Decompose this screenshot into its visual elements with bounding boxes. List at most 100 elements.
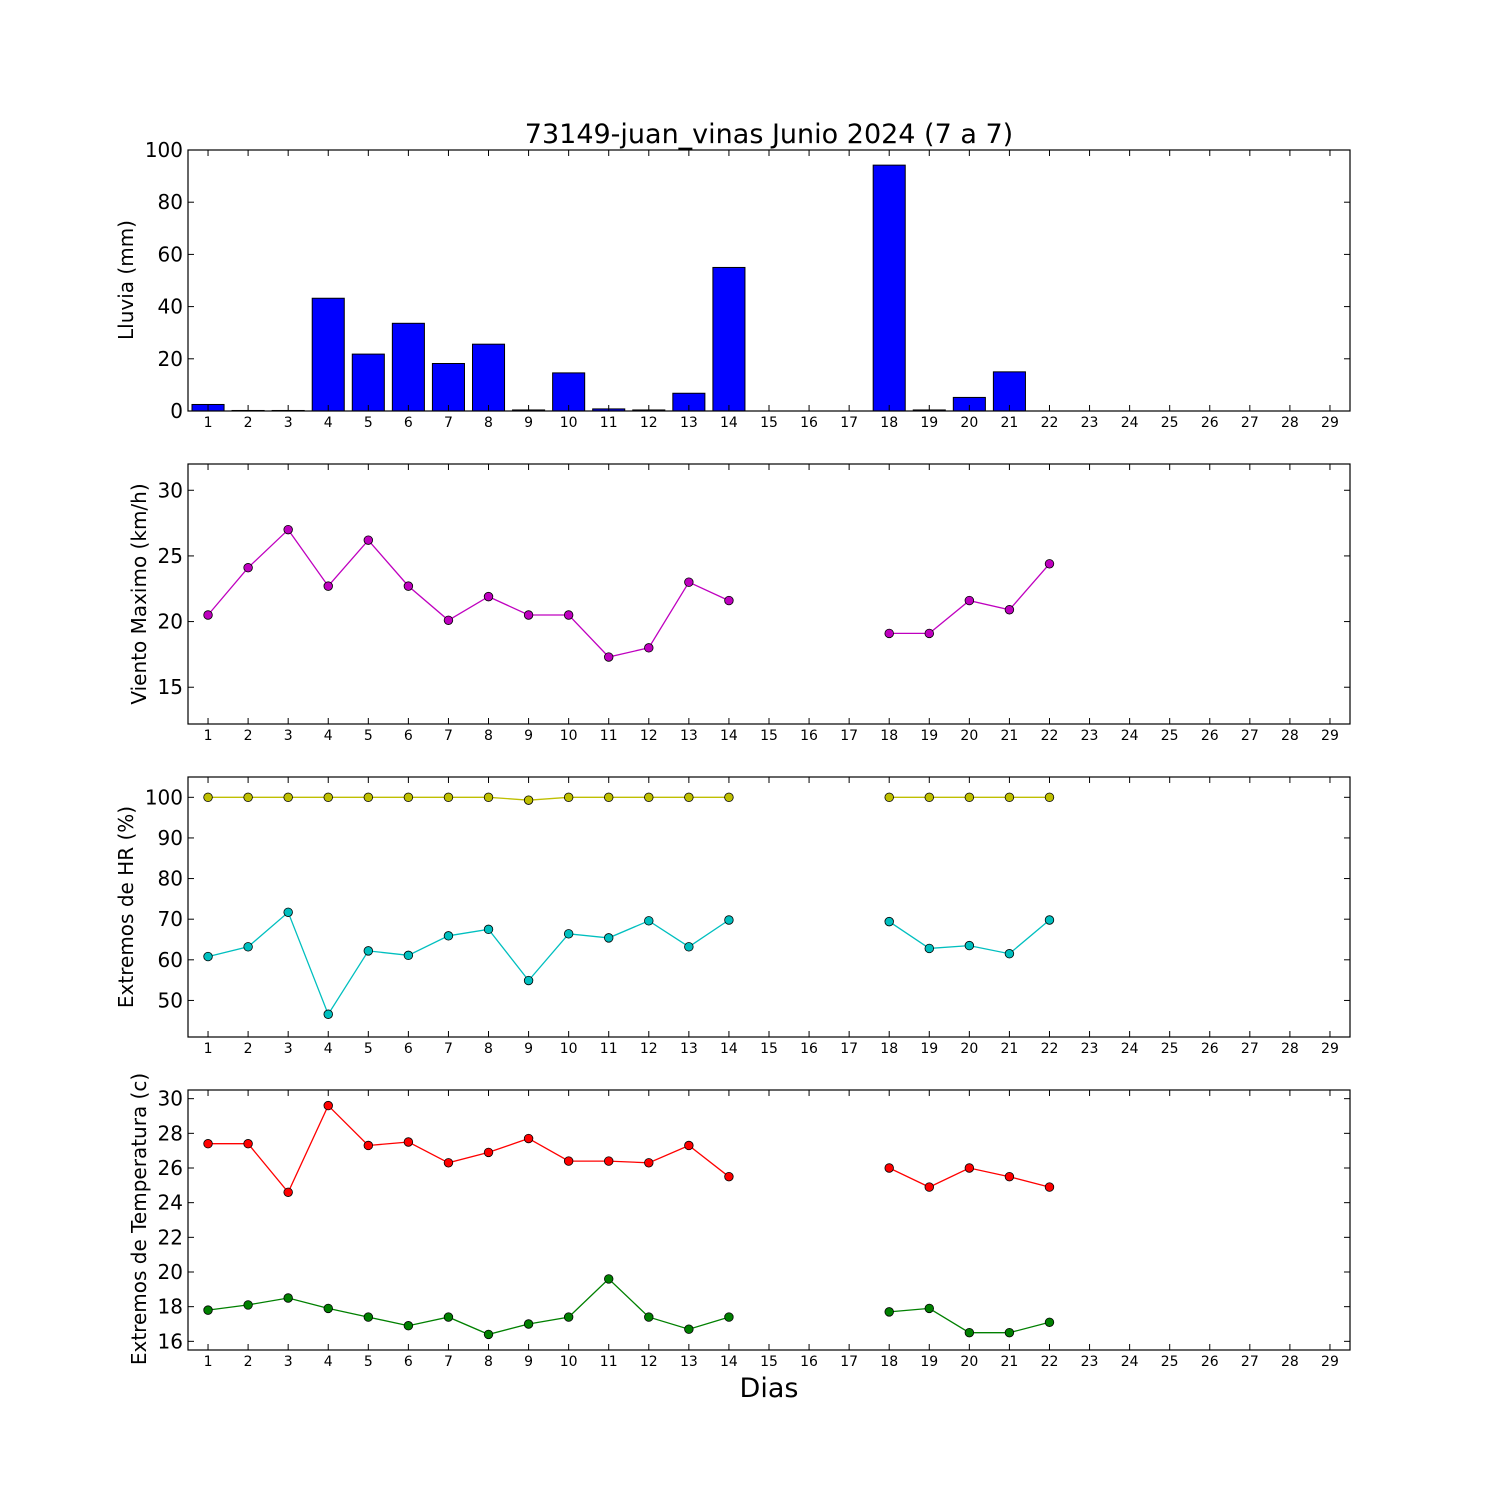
wind-y-tick-label: 15 xyxy=(158,675,183,699)
wind-series-0-point xyxy=(483,591,494,602)
wind-x-tick-label: 26 xyxy=(1201,728,1219,744)
temperature-series-0-point xyxy=(443,1158,454,1168)
wind-series-0-point xyxy=(323,581,333,591)
temperature-y-tick-label: 28 xyxy=(158,1121,183,1145)
temperature-series-1-point xyxy=(1004,1327,1015,1338)
humidity-series-1-point xyxy=(403,950,414,961)
rain-x-tick-label: 25 xyxy=(1161,415,1179,431)
rain-y-tick-label: 20 xyxy=(158,347,183,371)
temperature-series-0-point xyxy=(563,1156,574,1166)
wind-series-0-point xyxy=(684,577,694,587)
humidity-y-tick-label: 90 xyxy=(158,826,183,850)
humidity-series-1-point xyxy=(563,929,574,939)
temperature-series-1-point xyxy=(644,1312,654,1322)
humidity-x-tick-label: 13 xyxy=(680,1041,698,1057)
temperature-x-tick-label: 5 xyxy=(364,1354,373,1370)
temperature-series-0-point xyxy=(884,1163,894,1173)
humidity-series-1-point xyxy=(724,915,734,925)
temperature-x-tick-label: 20 xyxy=(960,1354,978,1370)
humidity-series-1-point xyxy=(323,1009,333,1019)
temperature-series-0-point xyxy=(403,1137,414,1147)
wind-x-tick-label: 3 xyxy=(284,728,293,744)
humidity-x-tick-label: 8 xyxy=(484,1041,493,1057)
humidity-series-0-point xyxy=(483,792,494,803)
humidity-x-tick-label: 21 xyxy=(1000,1041,1018,1057)
wind-series-0-point xyxy=(563,610,574,620)
temperature-series-0-point xyxy=(1044,1182,1055,1192)
temperature-series-0-point xyxy=(1004,1171,1015,1182)
wind-x-tick-label: 10 xyxy=(560,728,578,744)
temperature-y-tick-label: 16 xyxy=(158,1329,183,1353)
rain-x-tick-label: 11 xyxy=(600,415,618,431)
wind-series-0-point xyxy=(283,524,293,535)
temperature-x-tick-label: 11 xyxy=(600,1354,618,1370)
wind-x-tick-label: 2 xyxy=(244,728,253,744)
rain-y-tick-label: 60 xyxy=(158,242,183,266)
humidity-series-0-point xyxy=(1044,792,1055,803)
rain-bar xyxy=(351,353,385,412)
wind-x-tick-label: 19 xyxy=(920,728,938,744)
wind-series-0-line xyxy=(207,528,730,658)
temperature-x-tick-label: 9 xyxy=(524,1354,533,1370)
temperature-x-tick-label: 2 xyxy=(244,1354,253,1370)
rain-x-tick-label: 13 xyxy=(680,415,698,431)
wind-plot-area xyxy=(188,464,1350,724)
temperature-y-tick-label: 26 xyxy=(158,1156,183,1180)
wind-x-tick-label: 20 xyxy=(960,728,978,744)
humidity-series-0-point xyxy=(1004,792,1015,803)
rain-x-tick-label: 17 xyxy=(840,415,858,431)
wind-x-tick-label: 14 xyxy=(720,728,738,744)
temperature-y-tick-label: 18 xyxy=(158,1295,183,1319)
rain-bar xyxy=(992,371,1026,412)
temperature-x-tick-label: 25 xyxy=(1161,1354,1179,1370)
wind-series-0-point xyxy=(523,610,534,620)
humidity-x-tick-label: 16 xyxy=(800,1041,818,1057)
temperature-x-tick-label: 13 xyxy=(680,1354,698,1370)
humidity-x-tick-label: 27 xyxy=(1241,1041,1259,1057)
x-axis-label: Dias xyxy=(740,1373,799,1404)
temperature-series-0-point xyxy=(203,1139,213,1149)
temperature-x-tick-label: 28 xyxy=(1281,1354,1299,1370)
rain-x-tick-label: 15 xyxy=(760,415,778,431)
wind-x-tick-label: 13 xyxy=(680,728,698,744)
temperature-series-0-line xyxy=(208,1104,730,1194)
wind-x-tick-label: 27 xyxy=(1241,728,1259,744)
rain-x-tick-label: 7 xyxy=(444,415,453,431)
rain-x-tick-label: 29 xyxy=(1321,415,1339,431)
rain-x-tick-label: 20 xyxy=(960,415,978,431)
rain-x-tick-label: 16 xyxy=(800,415,818,431)
wind-x-tick-label: 1 xyxy=(204,728,213,744)
wind-x-tick-label: 11 xyxy=(600,728,618,744)
humidity-x-tick-label: 20 xyxy=(960,1041,978,1057)
temperature-y-tick-label: 20 xyxy=(158,1260,183,1284)
rain-bar xyxy=(391,322,425,412)
rain-y-tick-label: 100 xyxy=(145,138,183,162)
humidity-x-tick-label: 15 xyxy=(760,1041,778,1057)
humidity-series-0-point xyxy=(604,792,614,803)
rain-x-tick-label: 28 xyxy=(1281,415,1299,431)
temperature-series-1-point xyxy=(483,1329,494,1340)
humidity-x-tick-label: 11 xyxy=(600,1041,618,1057)
rain-x-tick-label: 5 xyxy=(364,415,373,431)
temperature-panel: Extremos de Temperatura (c) 161820222426… xyxy=(127,1073,1351,1370)
humidity-series-0-line xyxy=(208,796,729,801)
rain-x-tick-label: 8 xyxy=(484,415,493,431)
temperature-series-0-point xyxy=(363,1140,374,1151)
rain-x-tick-label: 9 xyxy=(524,415,533,431)
wind-x-tick-label: 8 xyxy=(484,728,493,744)
temperature-x-tick-label: 6 xyxy=(404,1354,413,1370)
temperature-plot-area xyxy=(188,1090,1350,1350)
rain-bar xyxy=(471,343,506,412)
humidity-series-0-point xyxy=(884,792,894,803)
temperature-series-1-line xyxy=(207,1278,730,1336)
wind-x-tick-label: 4 xyxy=(324,728,333,744)
humidity-x-tick-label: 12 xyxy=(640,1041,658,1057)
temperature-series-0-point xyxy=(483,1147,494,1158)
wind-series-0-point xyxy=(924,628,934,639)
temperature-series-0-point xyxy=(684,1140,694,1151)
humidity-x-tick-label: 14 xyxy=(720,1041,738,1057)
rain-x-tick-label: 23 xyxy=(1081,415,1099,431)
temperature-series-1-point xyxy=(684,1324,694,1334)
humidity-series-0-point xyxy=(243,792,253,803)
